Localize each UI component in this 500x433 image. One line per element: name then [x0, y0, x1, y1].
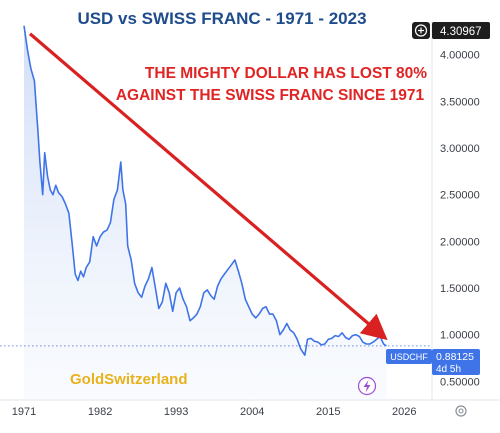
- symbol-label: USDCHF: [390, 352, 428, 362]
- bar-countdown: 4d 5h: [436, 364, 461, 375]
- lightning-icon[interactable]: [357, 376, 377, 396]
- add-plus-icon[interactable]: [414, 24, 428, 37]
- y-tick-label: 2.50000: [440, 190, 480, 202]
- annotation-line-2: AGAINST THE SWISS FRANC SINCE 1971: [116, 87, 425, 104]
- trend-arrow: [28, 32, 388, 341]
- y-axis: 0.50000 1.00000 1.50000 2.00000 2.50000 3.000…: [440, 50, 480, 389]
- chart-title: USD vs SWISS FRANC - 1971 - 2023: [77, 9, 366, 28]
- y-tick-label: 3.50000: [440, 96, 480, 108]
- y-tick-label: 0.50000: [440, 376, 480, 388]
- x-tick-label: 2004: [240, 406, 264, 418]
- max-price-label: 4.30967: [440, 26, 482, 38]
- x-axis: 1971 1982 1993 2004 2015 2026: [12, 406, 417, 418]
- x-tick-label: 2026: [392, 406, 416, 418]
- last-price-value: 0.88125: [436, 351, 474, 363]
- y-tick-label: 2.00000: [440, 236, 480, 248]
- annotation-line-1: THE MIGHTY DOLLAR HAS LOST 80%: [145, 65, 427, 82]
- x-tick-label: 1971: [12, 406, 36, 418]
- y-tick-label: 1.00000: [440, 330, 480, 342]
- series-area: [24, 25, 387, 400]
- y-tick-label: 4.00000: [440, 50, 480, 62]
- x-tick-label: 2015: [316, 406, 340, 418]
- last-price-badge: USDCHF 0.88125 4d 5h: [386, 349, 480, 375]
- y-tick-label: 1.50000: [440, 283, 480, 295]
- watermark-text: GoldSwitzerland: [70, 371, 188, 388]
- x-tick-label: 1993: [164, 406, 188, 418]
- series-line: [23, 25, 387, 356]
- y-tick-label: 3.00000: [440, 143, 480, 155]
- x-tick-label: 1982: [88, 406, 112, 418]
- max-price-marker: 4.30967: [412, 22, 490, 39]
- settings-gear-icon[interactable]: [455, 405, 467, 417]
